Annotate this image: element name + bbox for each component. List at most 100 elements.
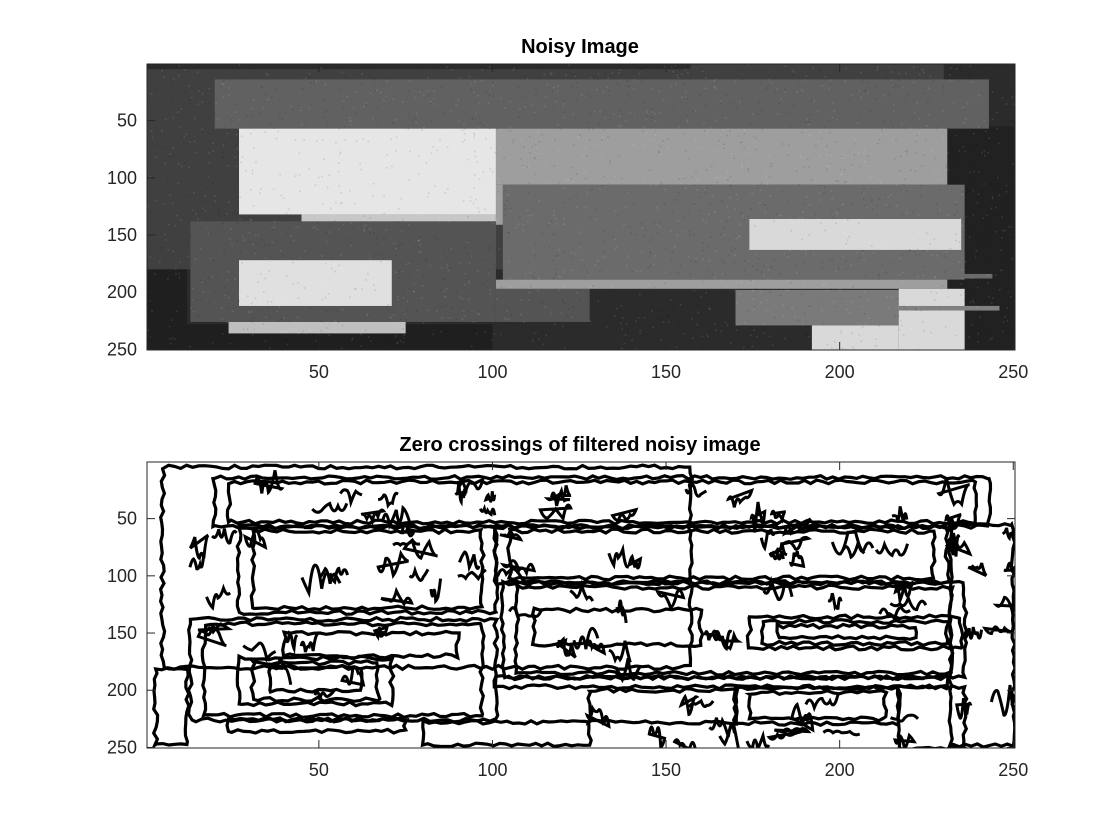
zero-crossing-squiggle xyxy=(402,538,438,560)
zero-crossing-squiggle xyxy=(963,626,984,640)
zero-crossing-squiggle xyxy=(360,508,387,526)
zero-crossing-squiggle xyxy=(608,640,632,664)
zero-crossing-squiggle xyxy=(584,704,611,729)
zero-crossing-squiggle xyxy=(340,665,366,687)
zero-crossing-contour xyxy=(267,663,364,695)
x-tick-label: 200 xyxy=(825,362,855,382)
zero-crossing-squiggle xyxy=(458,550,481,573)
image-region xyxy=(898,288,965,350)
zero-crossing-squiggle xyxy=(981,625,1012,636)
zero-crossing-squiggle xyxy=(555,637,568,649)
zero-crossing-squiggle xyxy=(499,559,537,578)
image-region xyxy=(239,128,496,215)
y-tick-label: 250 xyxy=(107,339,137,359)
zero-crossing-squiggle xyxy=(944,539,973,557)
zero-crossing-squiggle xyxy=(955,697,973,720)
zero-crossing-contour xyxy=(744,688,889,723)
zero-crossing-squiggle xyxy=(989,684,1015,717)
x-tick-label: 100 xyxy=(477,760,507,780)
zero-crossing-squiggle xyxy=(242,641,277,663)
axes-frame xyxy=(146,63,1016,351)
image-noise xyxy=(147,64,1016,351)
zero-crossing-squiggle xyxy=(614,658,642,684)
zero-crossing-squiggle xyxy=(878,606,911,624)
zero-crossing-squiggle xyxy=(496,567,533,589)
zero-crossing-squiggle xyxy=(654,588,686,609)
zero-crossing-squiggle xyxy=(782,535,813,551)
zero-crossing-contour xyxy=(200,620,486,720)
zero-crossing-squiggle xyxy=(188,533,210,561)
zero-crossing-squiggle xyxy=(607,543,630,570)
zero-crossing-squiggle xyxy=(889,593,928,612)
zero-crossing-squiggle xyxy=(684,482,708,498)
zero-crossing-squiggle xyxy=(936,477,970,508)
x-tick-label: 200 xyxy=(825,760,855,780)
zero-crossing-squiggle xyxy=(830,530,866,556)
y-tick-label: 100 xyxy=(107,566,137,586)
axis-ticks: 50 100 150 200 250 50 100 150 200 250 xyxy=(107,64,1028,382)
zero-crossing-squiggle xyxy=(586,639,607,656)
zero-crossing-squiggle xyxy=(610,507,639,522)
zero-crossing-squiggle xyxy=(458,477,485,497)
image-region xyxy=(749,219,962,250)
zero-crossing-squiggle xyxy=(762,575,794,602)
y-tick-label: 50 xyxy=(117,509,137,529)
zero-crossing-squiggle xyxy=(892,732,917,748)
zero-crossing-contour xyxy=(281,629,461,661)
zero-crossing-squiggle xyxy=(788,550,806,569)
image-region xyxy=(495,128,948,185)
axes-frame xyxy=(146,461,1016,749)
zero-crossing-contour xyxy=(249,527,486,612)
zero-crossing-contour xyxy=(506,527,937,582)
zero-crossing-squiggle xyxy=(703,629,722,641)
zero-crossing-squiggle xyxy=(627,553,643,570)
zero-crossing-contour xyxy=(775,621,919,641)
y-tick-label: 200 xyxy=(107,680,137,700)
zero-crossing-contour xyxy=(235,653,396,708)
x-tick-label: 250 xyxy=(998,760,1028,780)
zero-crossing-squiggle xyxy=(300,563,331,599)
zero-crossing-squiggle xyxy=(647,725,667,748)
zero-crossing-squiggle xyxy=(768,547,785,561)
zero-crossing-squiggle xyxy=(285,630,299,655)
zero-crossing-squiggle xyxy=(538,503,573,522)
y-tick-label: 250 xyxy=(107,737,137,757)
image-region xyxy=(735,289,899,326)
zero-crossing-squiggle xyxy=(718,723,740,748)
zero-crossing-contour xyxy=(759,617,952,648)
zero-crossing-squiggle xyxy=(992,595,1015,617)
zero-crossing-squiggle xyxy=(766,730,802,741)
zero-crossing-contour xyxy=(151,666,191,748)
y-tick-label: 50 xyxy=(117,111,137,131)
zero-crossing-squiggle xyxy=(572,626,600,650)
zero-crossing-squiggle xyxy=(893,580,915,607)
zero-crossing-squiggle xyxy=(508,606,544,618)
zero-crossing-squiggle xyxy=(380,586,414,608)
zero-crossing-squiggle xyxy=(759,528,776,552)
y-tick-label: 150 xyxy=(107,225,137,245)
zero-crossing-contour xyxy=(186,615,500,724)
zero-crossing-squiggle xyxy=(1001,527,1015,542)
zero-crossing-squiggle xyxy=(946,532,961,557)
zero-crossing-squiggle xyxy=(376,549,409,579)
image-region xyxy=(495,288,590,322)
zero-crossing-squiggle xyxy=(253,470,285,496)
zero-crossing-squiggle xyxy=(243,528,268,550)
subplot-zero-crossings: Zero crossings of filtered noisy image 5… xyxy=(107,434,1028,780)
zero-crossing-contour xyxy=(745,613,965,652)
zero-crossing-squiggle xyxy=(720,630,744,651)
zero-crossing-squiggle xyxy=(454,481,468,507)
zero-crossing-squiggle xyxy=(299,632,319,653)
zero-crossing-squiggle xyxy=(408,565,430,582)
x-tick-label: 50 xyxy=(309,760,329,780)
image-region xyxy=(239,260,392,306)
image-plot-area xyxy=(147,64,1016,351)
image-region xyxy=(228,321,406,334)
zero-crossing-squiggle xyxy=(712,629,733,652)
image-plot-area xyxy=(147,462,1015,748)
zero-crossing-contour xyxy=(248,658,382,704)
zero-crossing-squiggle xyxy=(197,622,234,636)
subplot-noisy-image: Noisy Image 50 100 150 200 250 50 100 150 200 250 xyxy=(107,36,1028,382)
zero-crossing-squiggle xyxy=(328,566,349,585)
